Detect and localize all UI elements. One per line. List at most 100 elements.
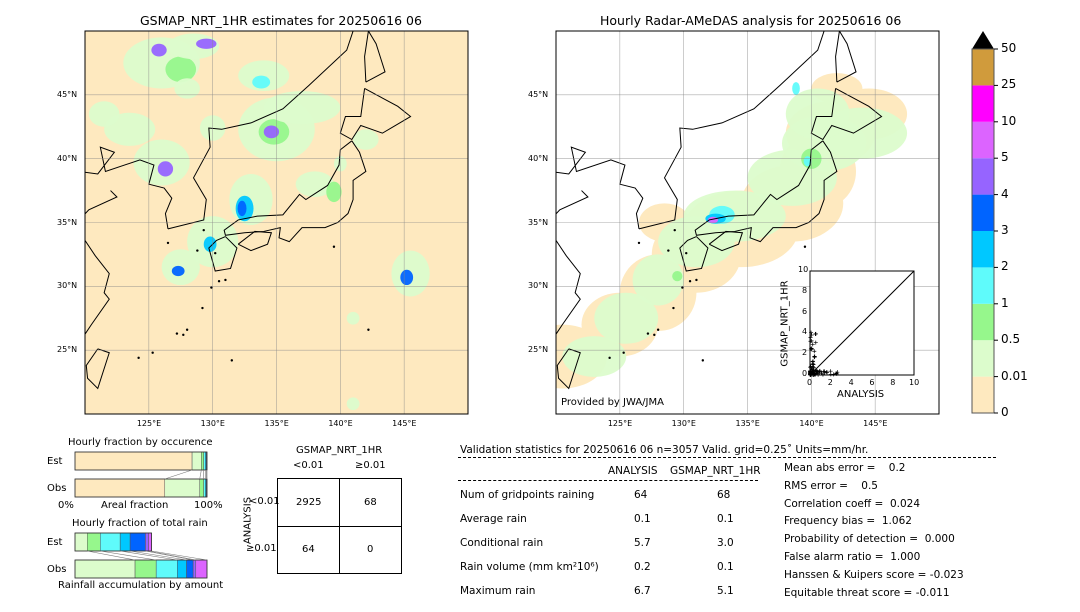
rain-area <box>672 271 683 282</box>
fraction-segment <box>100 532 121 552</box>
colorbar-label: 0.5 <box>1001 332 1021 347</box>
rain-area <box>562 336 627 377</box>
fraction-bar-frame <box>74 559 208 579</box>
lon-tick-label: 135°E <box>735 419 760 428</box>
coastline <box>638 31 825 230</box>
stat-label: Conditional rain <box>460 537 544 549</box>
scatter-y-tick: 6 <box>802 306 808 316</box>
coastline <box>556 146 644 229</box>
island <box>210 286 213 289</box>
rain-area <box>353 129 379 150</box>
scatter-x-tick: 2 <box>827 378 833 387</box>
map-frame <box>84 30 469 415</box>
colorbar-extend-arrow <box>972 31 994 49</box>
connector-line <box>130 550 187 561</box>
island <box>688 280 692 283</box>
stat-gsmap-value: 0.1 <box>717 513 734 525</box>
rain-area <box>594 292 659 344</box>
connector-line <box>199 469 202 480</box>
stat-analysis-value: 6.7 <box>634 585 651 597</box>
occ-tick-100: 100% <box>194 500 223 511</box>
stat-analysis-value: 0.1 <box>634 513 651 525</box>
stat-analysis-value: 64 <box>634 489 648 501</box>
scatter-x-tick: 10 <box>909 378 920 387</box>
fraction-bar-frame <box>74 532 152 552</box>
island <box>182 333 185 337</box>
score-line: Frequency bias = 1.062 <box>784 515 912 528</box>
colorbar-segment <box>972 340 994 377</box>
fraction-segment <box>74 451 193 471</box>
scatter-y-tick: 8 <box>802 285 808 295</box>
fraction-segment <box>74 478 166 498</box>
scatter-point <box>808 369 813 374</box>
rain-area <box>196 38 217 49</box>
lat-tick-label: 25°N <box>57 345 78 355</box>
fraction-segment <box>119 532 131 552</box>
fraction-segment <box>134 559 157 579</box>
island <box>685 251 688 255</box>
score-line: False alarm ratio = 1.000 <box>784 551 921 563</box>
colorbar-label: 4 <box>1001 186 1009 201</box>
score-line: Equitable threat score = -0.011 <box>784 586 950 599</box>
occ-xlabel: Areal fraction <box>101 500 169 511</box>
scatter-y-tick: 2 <box>802 348 808 358</box>
scatter-x-tick: 0 <box>807 378 813 387</box>
scatter-point <box>825 370 830 375</box>
divider <box>458 457 996 458</box>
colorbar-segment <box>972 376 994 413</box>
contingency-col-1: ≥0.01 <box>355 460 386 471</box>
right-map-title: Hourly Radar-AMeDAS analysis for 2025061… <box>600 13 902 28</box>
rain-area <box>171 265 185 277</box>
colorbar-segment <box>972 49 994 86</box>
coastline <box>708 230 744 252</box>
coastline <box>556 348 581 390</box>
scatter-y-tick: 4 <box>802 327 808 337</box>
scatter-point <box>808 346 813 351</box>
diagonal-line <box>809 270 915 376</box>
left-map-title: GSMAP_NRT_1HR estimates for 20250616 06 <box>140 13 422 28</box>
rain-area <box>263 125 280 139</box>
island <box>656 328 660 331</box>
colorbar-label: 10 <box>1001 113 1017 128</box>
coastline <box>237 230 273 252</box>
connector-line <box>148 550 196 561</box>
rain-est-label: Est <box>47 537 63 548</box>
colorbar-segment <box>972 267 994 304</box>
fraction-segment <box>74 559 136 579</box>
fraction-segment <box>201 451 204 471</box>
fraction-segment <box>74 532 88 552</box>
fraction-segment <box>199 478 204 498</box>
lon-tick-label: 145°E <box>392 419 417 428</box>
score-line: Mean abs error = 0.2 <box>784 462 906 474</box>
rain-area <box>326 181 342 203</box>
island <box>201 306 204 310</box>
island <box>217 280 221 283</box>
scatter-point <box>812 355 817 360</box>
colorbar-label: 2 <box>1001 259 1009 274</box>
cell-hit: 0 <box>367 544 374 555</box>
island <box>230 359 234 362</box>
divider <box>458 480 758 481</box>
coastline <box>208 236 238 272</box>
contingency-title: GSMAP_NRT_1HR <box>296 445 383 456</box>
connector-line <box>151 550 208 561</box>
rain-area <box>203 236 217 252</box>
lon-tick-label: 140°E <box>328 419 353 428</box>
scatter-x-tick: 8 <box>890 378 896 387</box>
divider <box>278 526 401 527</box>
connector-line <box>164 469 193 480</box>
coastline <box>835 31 857 83</box>
lat-tick-label: 30°N <box>57 281 78 291</box>
rain-area <box>237 200 247 217</box>
lon-tick-label: 130°E <box>200 419 225 428</box>
occ-est-label: Est <box>47 456 63 467</box>
rain-area <box>785 88 850 140</box>
island <box>701 359 705 362</box>
island <box>175 332 179 335</box>
scatter-point <box>817 368 822 373</box>
lon-tick-label: 145°E <box>863 419 888 428</box>
fraction-segment <box>129 532 146 552</box>
colorbar-segment <box>972 194 994 231</box>
